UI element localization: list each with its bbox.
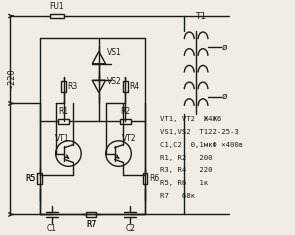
Text: R6: R6 [149, 174, 159, 183]
Bar [123, 81, 128, 92]
Text: C1,C2  0,1мкΦ ×400в: C1,C2 0,1мкΦ ×400в [160, 142, 243, 148]
Text: C1: C1 [47, 224, 57, 233]
Text: VT1, VT2  Ж4Ж6: VT1, VT2 Ж4Ж6 [160, 116, 221, 122]
Text: FU1: FU1 [49, 2, 64, 11]
Text: VS1,VS2  T122-25-3: VS1,VS2 T122-25-3 [160, 129, 239, 135]
Text: VT1: VT1 [55, 134, 69, 143]
Text: ø: ø [222, 92, 227, 101]
Text: VS2: VS2 [107, 77, 122, 86]
Bar [61, 81, 66, 92]
Text: R3, R4   220: R3, R4 220 [160, 167, 212, 173]
Text: R1: R1 [58, 107, 68, 116]
Text: VT2: VT2 [122, 134, 136, 143]
Text: ø: ø [222, 43, 227, 52]
Text: R7: R7 [86, 220, 96, 229]
Text: R1, R2   200: R1, R2 200 [160, 155, 212, 161]
Bar [120, 119, 131, 124]
Text: VS1: VS1 [107, 48, 122, 57]
Bar [142, 173, 148, 184]
Bar [58, 119, 69, 124]
Text: R7: R7 [86, 220, 96, 229]
Text: R4: R4 [129, 82, 140, 91]
Text: R5: R5 [26, 174, 36, 183]
Text: R7   68к: R7 68к [160, 193, 195, 199]
Text: T1: T1 [196, 12, 206, 20]
Bar [37, 173, 42, 184]
Text: R2: R2 [120, 107, 130, 116]
Text: R3: R3 [68, 82, 78, 91]
Text: ~220: ~220 [7, 69, 17, 91]
Text: R5: R5 [26, 174, 36, 183]
Text: R5, R6   1к: R5, R6 1к [160, 180, 208, 186]
Bar [86, 212, 96, 217]
Text: C2: C2 [125, 224, 135, 233]
Bar [50, 14, 63, 19]
